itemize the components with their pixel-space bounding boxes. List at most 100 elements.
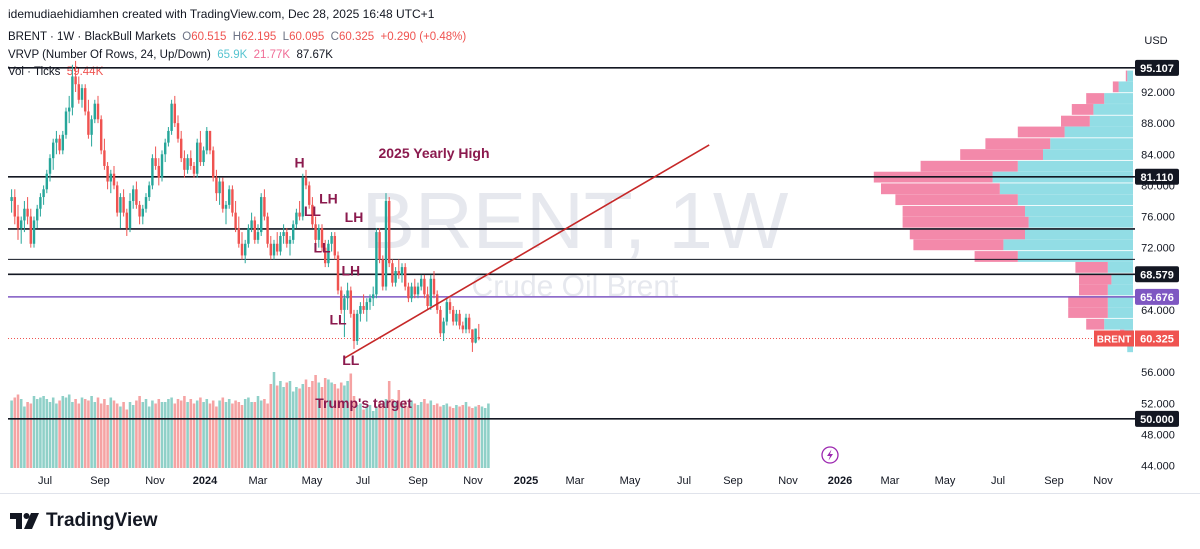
candle-body xyxy=(29,216,33,244)
candle-body xyxy=(45,173,49,190)
candle-body xyxy=(192,165,196,174)
volume-bar xyxy=(195,400,199,468)
candle-body xyxy=(202,150,205,163)
candle-body xyxy=(227,189,231,205)
price-axis[interactable]: USD 44.000 48.000 52.000 56.000 64.000 72.000… xyxy=(1141,35,1175,473)
price-line-badge xyxy=(1135,288,1179,305)
candle-body xyxy=(314,224,317,240)
volume-bar xyxy=(327,379,330,468)
vp-row-down xyxy=(1086,318,1105,330)
vrvp-up: 65.9K xyxy=(217,49,248,61)
candle-body xyxy=(218,181,221,194)
candle-body xyxy=(413,286,417,295)
vp-row-up xyxy=(1043,149,1133,160)
volume-bar xyxy=(330,382,333,468)
trendline[interactable] xyxy=(343,144,710,359)
volume-bar xyxy=(410,400,413,468)
time-axis[interactable]: Jul Sep Nov 2024 Mar May Jul Sep Nov 2025 Mar May Ju… xyxy=(38,475,1113,487)
candle-body xyxy=(352,313,356,342)
volume-bar xyxy=(291,391,295,468)
candle-body xyxy=(464,317,468,330)
credit-text: idemudiaehidiamhen created with TradingV… xyxy=(8,7,435,21)
candle-body xyxy=(371,294,375,299)
vp-row-up xyxy=(1017,194,1133,206)
candle-body xyxy=(291,224,295,240)
vp-row-up xyxy=(1107,296,1133,308)
candle-body xyxy=(99,119,103,151)
tradingview-logo[interactable]: TradingView xyxy=(10,510,158,532)
candle-body xyxy=(170,103,173,131)
candle-body xyxy=(87,111,90,135)
volume-bar xyxy=(253,402,257,468)
vp-row-down xyxy=(920,160,1018,172)
vrvp-legend[interactable]: VRVP (Number Of Rows, 24, Up/Down) 65.9K… xyxy=(8,49,333,61)
time-tick-label: Sep xyxy=(90,475,110,487)
candle-body xyxy=(96,103,100,120)
trendline-segment[interactable] xyxy=(343,144,710,359)
price-tick-label: 48.000 xyxy=(1141,429,1175,441)
time-tick-label: May xyxy=(620,475,641,487)
time-tick-label: Nov xyxy=(463,475,483,487)
volume-bar xyxy=(179,400,183,468)
vp-row-up xyxy=(1107,284,1133,296)
candle-body xyxy=(208,130,212,151)
volume-bar xyxy=(157,399,161,468)
volume-bar xyxy=(384,399,388,468)
candle-body xyxy=(256,232,260,240)
volume-bar xyxy=(282,387,285,468)
volume-bar xyxy=(16,394,20,468)
vp-row-down xyxy=(974,251,1018,262)
volume-bar xyxy=(346,381,349,468)
price-line-label: 65.676 xyxy=(1140,292,1174,304)
last-price-badge xyxy=(1135,330,1179,347)
volume-bar xyxy=(122,402,125,468)
candle-body xyxy=(90,119,93,135)
candle-body xyxy=(288,239,292,244)
time-tick-label: 2025 xyxy=(514,475,538,487)
volume-bar xyxy=(93,402,97,468)
candle-body xyxy=(39,197,42,209)
candle-body xyxy=(461,325,465,330)
volume-bar xyxy=(279,381,282,468)
candle-body xyxy=(263,197,266,217)
candle-body xyxy=(266,216,269,244)
price-tick-label: 80.000 xyxy=(1141,180,1175,192)
vp-row-down xyxy=(1079,284,1108,296)
candle-body xyxy=(173,103,177,124)
time-tick-label: 2024 xyxy=(193,475,218,487)
price-line-badge xyxy=(1135,266,1179,283)
volume-bar xyxy=(128,402,132,468)
volume-bar xyxy=(448,406,452,468)
time-tick-label: Jul xyxy=(991,475,1005,487)
candle-body xyxy=(151,158,154,186)
ohlc-close: 60.325 xyxy=(338,31,375,43)
symbol-legend[interactable]: BRENT · 1W · BlackBull Markets O60.515 H… xyxy=(8,31,466,43)
candle-body xyxy=(112,173,116,186)
candle-body xyxy=(339,290,343,310)
volume-bar xyxy=(154,403,157,468)
price-line-label: 68.579 xyxy=(1140,269,1174,281)
price-line-badge xyxy=(1135,410,1179,427)
price-line-badge xyxy=(1135,168,1179,185)
volume-bar xyxy=(298,388,301,468)
volume-bar xyxy=(215,406,218,468)
horizontal-lines[interactable]: 95.107 81.110 68.579 65.676 50.000 BRENT 60.32… xyxy=(8,59,1179,427)
ohlc-low: 60.095 xyxy=(289,31,325,43)
candle-body xyxy=(423,278,426,295)
vp-row-up xyxy=(1104,318,1133,330)
candle-body xyxy=(64,111,68,135)
candle-body xyxy=(301,177,305,217)
volume-bar xyxy=(32,396,36,468)
candle-body xyxy=(416,286,420,295)
volume-bar xyxy=(112,400,116,468)
alert-icon[interactable] xyxy=(821,446,839,464)
price-tick-label: 44.000 xyxy=(1141,461,1175,473)
candle-body xyxy=(51,142,55,159)
volume-bar xyxy=(333,384,337,468)
vp-row-up xyxy=(1025,228,1133,240)
volume-bar xyxy=(10,400,13,468)
candle-body xyxy=(295,212,298,225)
candle-body xyxy=(240,243,244,256)
time-tick-label: Sep xyxy=(408,475,428,487)
